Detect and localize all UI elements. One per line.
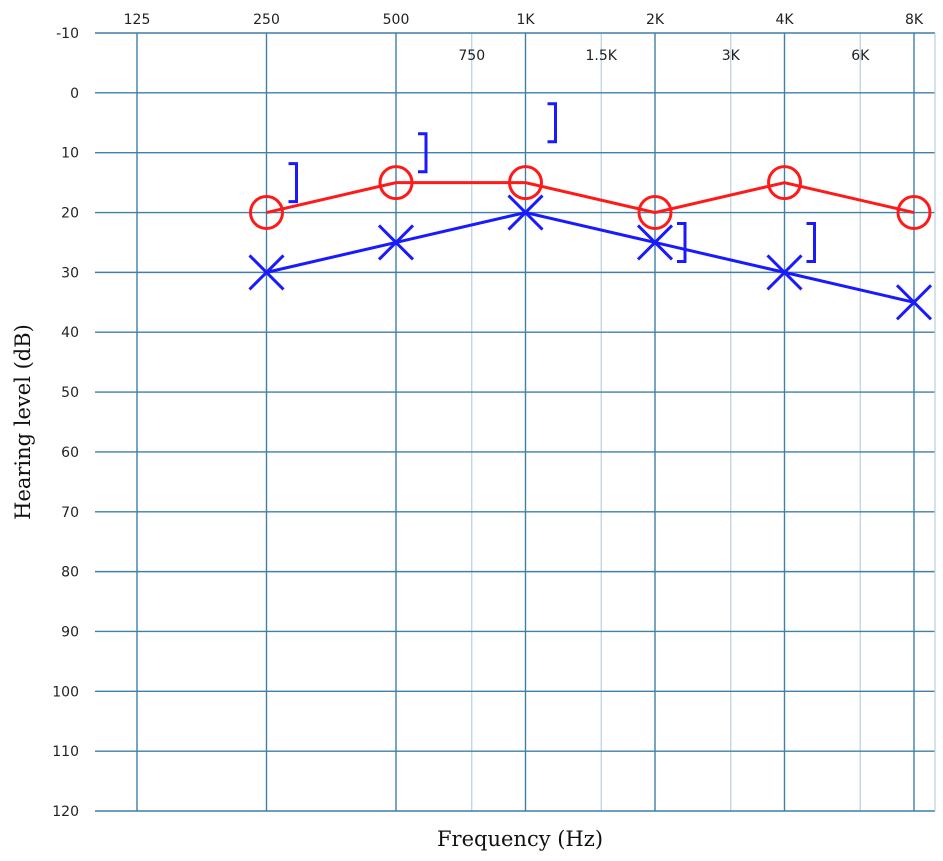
data-point-circle xyxy=(249,195,284,231)
y-tick-label: -10 xyxy=(56,26,79,42)
y-tick-label: 10 xyxy=(61,146,79,162)
series-bracket-right xyxy=(288,102,816,263)
y-tick-label: 30 xyxy=(61,265,79,281)
data-point-circle xyxy=(508,165,543,201)
x-tick-label-minor: 1.5K xyxy=(586,48,618,64)
x-tick-label-minor: 750 xyxy=(458,48,485,64)
y-tick-label: 110 xyxy=(52,744,79,760)
x-tick-label-minor: 6K xyxy=(851,48,870,64)
y-tick-label: 50 xyxy=(61,385,79,401)
x-tick-label-minor: 3K xyxy=(722,48,741,64)
data-point-cross xyxy=(377,224,415,261)
x-axis-title: Frequency (Hz) xyxy=(437,827,603,851)
data-point-cross xyxy=(507,194,544,231)
data-point-bracket xyxy=(677,221,687,263)
data-point-circle xyxy=(637,195,673,231)
data-point-cross xyxy=(766,254,803,291)
x-tick-label: 250 xyxy=(253,12,280,28)
data-point-bracket xyxy=(547,102,557,144)
y-tick-label: 80 xyxy=(61,565,79,581)
x-tick-label: 8K xyxy=(905,12,924,28)
series-layer xyxy=(248,102,933,321)
x-tick-label: 1K xyxy=(516,12,535,28)
data-point-circle xyxy=(378,165,414,201)
series-line xyxy=(266,181,915,215)
x-axis-ticks: 125 250 500 1K 2K 4K 8K 750 1.5K 3K 6K xyxy=(124,12,924,64)
y-tick-label: 90 xyxy=(61,624,79,640)
y-tick-label: 40 xyxy=(61,325,79,341)
series-circle xyxy=(249,165,932,231)
chart-grid xyxy=(95,32,936,812)
series-line xyxy=(266,210,915,304)
y-tick-label: 20 xyxy=(61,206,79,222)
y-tick-label: 100 xyxy=(52,684,79,700)
y-tick-label: 60 xyxy=(61,445,79,461)
y-tick-label: 70 xyxy=(61,505,79,521)
y-tick-label: 120 xyxy=(52,804,79,820)
data-point-cross xyxy=(248,254,285,291)
data-point-bracket xyxy=(288,162,298,204)
series-cross xyxy=(248,194,933,321)
data-point-circle xyxy=(767,165,802,201)
x-tick-label: 125 xyxy=(124,12,151,28)
data-point-circle xyxy=(896,195,932,231)
x-tick-label: 500 xyxy=(383,12,410,28)
x-tick-label: 2K xyxy=(646,12,665,28)
data-point-bracket xyxy=(806,221,816,263)
data-point-cross xyxy=(636,224,674,261)
y-axis-ticks: -10 0 10 20 30 40 50 60 70 80 90 100 110 120 xyxy=(52,26,79,820)
y-tick-label: 0 xyxy=(70,86,79,102)
data-point-bracket xyxy=(418,132,428,174)
data-point-cross xyxy=(895,284,933,321)
x-tick-label: 4K xyxy=(775,12,794,28)
y-axis-title: Hearing level (dB) xyxy=(11,324,35,520)
